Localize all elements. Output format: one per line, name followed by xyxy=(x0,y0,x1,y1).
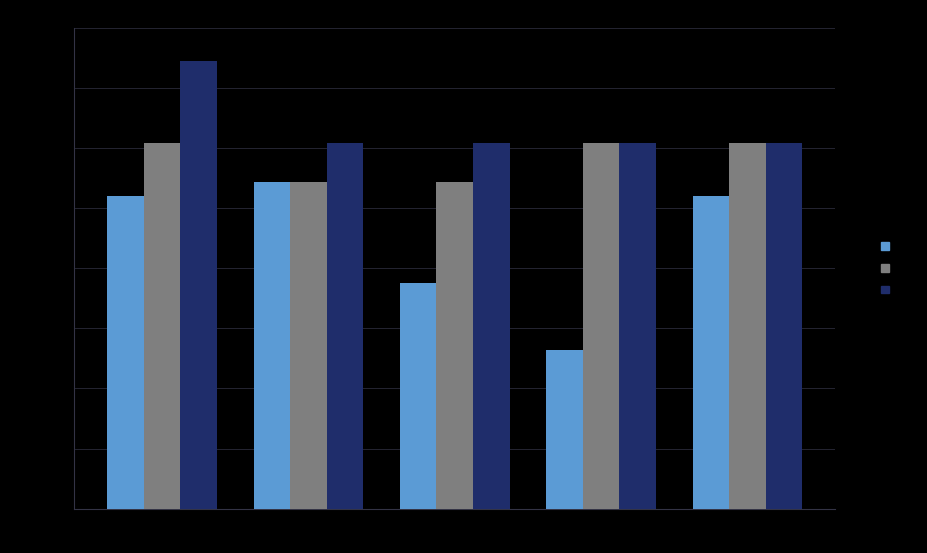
Bar xyxy=(473,143,509,509)
Bar xyxy=(436,181,473,509)
Bar xyxy=(290,181,326,509)
Bar xyxy=(729,143,765,509)
Bar xyxy=(253,181,290,509)
Bar xyxy=(765,143,802,509)
Bar xyxy=(692,196,729,509)
Bar xyxy=(180,61,217,509)
Bar xyxy=(144,143,180,509)
Bar xyxy=(618,143,655,509)
Bar xyxy=(326,143,362,509)
Bar xyxy=(582,143,618,509)
Legend: , , : , , xyxy=(881,242,890,295)
Bar xyxy=(546,350,582,509)
Bar xyxy=(400,283,436,509)
Bar xyxy=(107,196,144,509)
